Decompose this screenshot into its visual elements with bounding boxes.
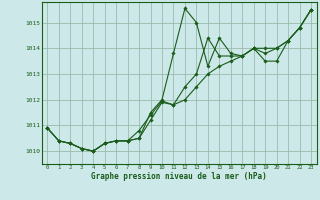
- X-axis label: Graphe pression niveau de la mer (hPa): Graphe pression niveau de la mer (hPa): [91, 172, 267, 181]
